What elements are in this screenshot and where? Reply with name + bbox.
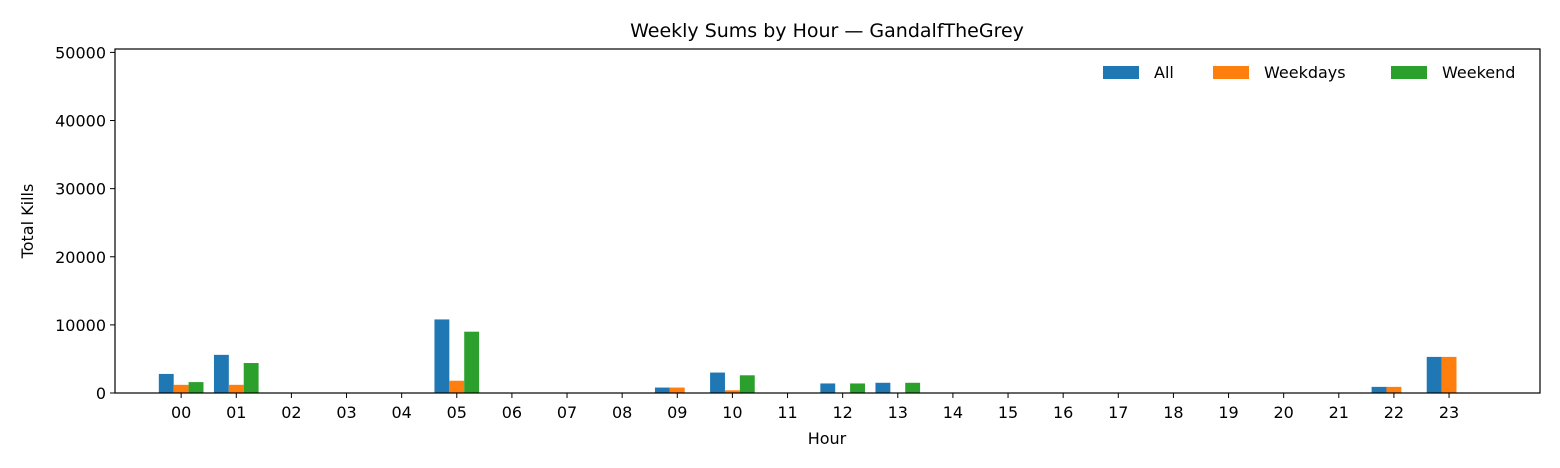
- legend-label-weekdays: Weekdays: [1264, 63, 1346, 82]
- bar-weekend-05: [464, 331, 480, 393]
- bar-weekdays-10: [724, 390, 740, 393]
- y-tick-label: 50000: [55, 43, 106, 62]
- bar-all-12: [820, 383, 836, 393]
- x-tick-label: 14: [943, 403, 963, 422]
- bar-weekdays-05: [449, 380, 465, 393]
- y-tick-label: 10000: [55, 316, 106, 335]
- bar-weekend-01: [243, 363, 259, 393]
- x-tick-label: 06: [502, 403, 522, 422]
- x-tick-label: 04: [391, 403, 411, 422]
- x-tick-label: 16: [1053, 403, 1073, 422]
- x-tick-label: 03: [336, 403, 356, 422]
- bar-weekend-00: [188, 382, 204, 393]
- y-tick-label: 20000: [55, 248, 106, 267]
- x-tick-label: 00: [171, 403, 191, 422]
- bar-weekdays-23: [1441, 356, 1457, 393]
- x-axis-label: Hour: [808, 429, 847, 448]
- x-tick-label: 20: [1273, 403, 1293, 422]
- bar-all-00: [158, 373, 174, 393]
- bars-layer: [158, 319, 1457, 393]
- chart-title: Weekly Sums by Hour — GandalfTheGrey: [630, 20, 1024, 42]
- legend-swatch-all: [1103, 66, 1139, 79]
- legend-swatch-weekdays: [1213, 66, 1249, 79]
- y-tick-label: 30000: [55, 180, 106, 199]
- plot-frame: [114, 48, 1541, 394]
- bar-weekend-13: [905, 382, 921, 393]
- bar-all-05: [434, 319, 450, 393]
- bar-weekend-12: [850, 383, 865, 393]
- x-tick-label: 15: [998, 403, 1018, 422]
- x-tick-label: 01: [226, 403, 246, 422]
- x-tick-label: 21: [1329, 403, 1349, 422]
- x-tick-label: 05: [447, 403, 467, 422]
- y-tick-label: 40000: [55, 112, 106, 131]
- x-tick-label: 19: [1218, 403, 1238, 422]
- bar-weekdays-00: [173, 384, 189, 393]
- y-tick-label: 0: [96, 384, 106, 403]
- legend-label-weekend: Weekend: [1442, 63, 1515, 82]
- x-tick-label: 07: [557, 403, 577, 422]
- bar-weekend-10: [739, 375, 755, 393]
- x-tick-label: 10: [722, 403, 742, 422]
- x-tick-label: 18: [1163, 403, 1183, 422]
- legend-label-all: All: [1154, 63, 1174, 82]
- bar-all-09: [654, 387, 670, 393]
- bar-all-23: [1426, 356, 1442, 393]
- bar-weekdays-22: [1386, 386, 1402, 393]
- x-tick-label: 02: [281, 403, 301, 422]
- x-tick-label: 09: [667, 403, 687, 422]
- legend: All Weekdays Weekend: [1103, 63, 1515, 82]
- x-tick-label: 13: [888, 403, 908, 422]
- x-tick-label: 22: [1384, 403, 1404, 422]
- bar-weekdays-01: [228, 384, 244, 393]
- x-tick-label: 17: [1108, 403, 1128, 422]
- x-tick-label: 23: [1439, 403, 1459, 422]
- bar-all-01: [213, 354, 229, 393]
- bar-all-13: [875, 382, 891, 393]
- legend-swatch-weekend: [1391, 66, 1427, 79]
- x-tick-label: 11: [777, 403, 797, 422]
- x-tick-label: 08: [612, 403, 632, 422]
- x-tick-label: 12: [832, 403, 852, 422]
- y-axis-label: Total Kills: [18, 184, 37, 260]
- bar-weekdays-09: [669, 387, 685, 393]
- x-axis: 00 01 02 03 04 05 06 07 08 09 10 11 12 13 14 15 16 17 18 19…: [171, 393, 1459, 422]
- bar-all-10: [710, 372, 725, 393]
- y-axis: 0 10000 20000 30000 40000 50000: [55, 43, 115, 403]
- bar-all-22: [1371, 386, 1387, 393]
